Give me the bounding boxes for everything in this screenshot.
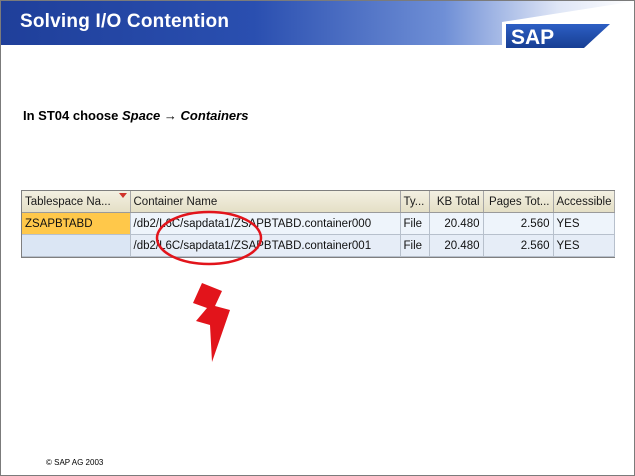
copyright-notice: © SAP AG 2003 — [46, 458, 104, 467]
cell-container-name[interactable]: /db2/L6C/sapdata1/ZSAPBTABD.container001 — [130, 234, 401, 257]
column-header-pages-total[interactable]: Pages Tot... — [483, 191, 554, 213]
cell-tablespace[interactable]: ZSAPBTABD — [22, 212, 131, 235]
table-row[interactable]: /db2/L6C/sapdata1/ZSAPBTABD.container001… — [22, 234, 615, 257]
sap-logo-text: SAP — [511, 26, 554, 48]
column-header-type[interactable]: Ty... — [400, 191, 430, 213]
cell-pages-total[interactable]: 2.560 — [483, 212, 554, 235]
cell-type[interactable]: File — [400, 212, 430, 235]
sort-indicator-icon — [118, 193, 127, 198]
instruction-prefix: In ST04 choose — [23, 108, 122, 123]
menu-path-space: Space — [121, 108, 161, 123]
arrow-glyph: → — [163, 108, 177, 123]
slide-title: Solving I/O Contention — [20, 11, 230, 32]
cell-tablespace[interactable] — [22, 234, 131, 257]
cell-container-name[interactable]: /db2/L6C/sapdata1/ZSAPBTABD.container000 — [130, 212, 401, 235]
cell-accessible[interactable]: YES — [553, 212, 615, 235]
cell-pages-total[interactable]: 2.560 — [483, 234, 554, 257]
table-row[interactable]: ZSAPBTABD /db2/L6C/sapdata1/ZSAPBTABD.co… — [22, 212, 615, 235]
column-header-container-name[interactable]: Container Name — [130, 191, 401, 213]
cell-kb-total[interactable]: 20.480 — [429, 212, 484, 235]
cell-kb-total[interactable]: 20.480 — [429, 234, 484, 257]
instruction-text: In ST04 choose Space → Containers — [23, 108, 248, 123]
column-header-accessible[interactable]: Accessible — [553, 191, 615, 213]
sap-logo: SAP — [502, 2, 630, 48]
containers-grid: Tablespace Na... Container Name Ty... KB… — [21, 190, 615, 258]
cell-type[interactable]: File — [400, 234, 430, 257]
menu-path-containers: Containers — [180, 108, 249, 123]
column-header-kb-total[interactable]: KB Total — [429, 191, 484, 213]
cell-accessible[interactable]: YES — [553, 234, 615, 257]
grid-header-row: Tablespace Na... Container Name Ty... KB… — [22, 191, 615, 213]
column-header-tablespace[interactable]: Tablespace Na... — [22, 191, 131, 213]
